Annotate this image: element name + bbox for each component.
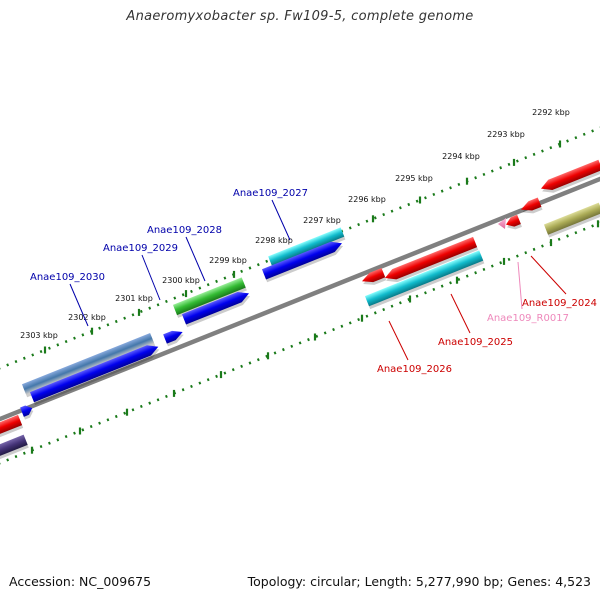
cds-reverse-2024: [521, 197, 543, 214]
ruler-tick-label: 2298 kbp: [255, 236, 293, 245]
gene-label: Anae109_2025: [438, 337, 513, 348]
cds-reverse: [0, 414, 24, 438]
feature-body: [261, 241, 342, 280]
ruler-tick-label: 2299 kbp: [209, 256, 247, 265]
ruler-tick-label: 2300 kbp: [162, 276, 200, 285]
feature-body: [0, 434, 28, 458]
gene-leader-line: [530, 255, 567, 295]
ruler-layer: 2292 kbp 2293 kbp 2294 kbp 2295 kbp 2296 kbp…: [0, 108, 600, 465]
ruler-tick-label: 2302 kbp: [68, 313, 106, 322]
ruler-tick-label: 2296 kbp: [348, 195, 386, 204]
feature-body: [163, 330, 183, 344]
cds-forward: [29, 345, 160, 406]
feature-body: [0, 414, 23, 436]
cds-forward: [163, 330, 184, 347]
feature-purple: [0, 434, 29, 460]
gene-label: Anae109_2030: [30, 272, 105, 283]
backbone-layer: [0, 176, 600, 422]
gene-leader-line: [141, 254, 161, 301]
ruler-tick-label: 2293 kbp: [487, 130, 525, 139]
gene-leader-line: [185, 236, 206, 282]
ruler-tick-label: 2301 kbp: [115, 294, 153, 303]
cds-forward: [20, 405, 34, 420]
feature-body: [364, 250, 484, 307]
feature-body: [362, 268, 386, 283]
gene-label: Anae109_R0017: [487, 313, 569, 324]
feature-body: [521, 197, 542, 211]
cds-forward: [181, 292, 251, 328]
feature-body: [181, 292, 249, 325]
accession-text: Accession: NC_009675: [9, 574, 152, 589]
feature-body: [385, 236, 478, 280]
ruler-tick-label: 2294 kbp: [442, 152, 480, 161]
feature-body: [29, 345, 159, 403]
genome-backbone: [0, 176, 600, 422]
feature-body: [543, 202, 600, 235]
ruler-tick-label: 2295 kbp: [395, 174, 433, 183]
topology-summary: Topology: circular; Length: 5,277,990 bp…: [247, 574, 591, 589]
gene-leader-line: [450, 293, 471, 334]
gene-label: Anae109_2024: [522, 298, 597, 309]
cds-reverse: [362, 268, 387, 285]
ruler-tick-label: 2292 kbp: [532, 108, 570, 117]
cds-reverse-2026: [385, 236, 479, 283]
feature-cyan-2025: [364, 250, 485, 310]
feature-green-2028: [172, 277, 247, 318]
gene-label: Anae109_2029: [103, 243, 178, 254]
feature-body: [506, 214, 521, 227]
gene-label: Anae109_2028: [147, 225, 222, 236]
gene-leader-line: [271, 199, 291, 241]
map-title: Anaeromyxobacter sp. Fw109-5, complete g…: [126, 9, 474, 24]
gene-label: Anae109_2026: [377, 364, 452, 375]
cds-reverse: [506, 214, 522, 230]
inner-scale-ring: [0, 221, 600, 465]
feature-body: [172, 277, 246, 316]
ruler-tick-label: 2297 kbp: [303, 216, 341, 225]
feature-body: [268, 227, 345, 266]
label-layer: Anae109_2030 Anae109_2029 Anae109_2028 Anae…: [30, 188, 597, 375]
gene-leader-line: [69, 283, 89, 327]
feature-body: [21, 333, 155, 395]
gene-leader-line: [388, 320, 409, 361]
gene-leader-line: [517, 261, 523, 310]
ruler-tick-label: 2303 kbp: [20, 331, 58, 340]
leader-line-layer: [69, 199, 567, 361]
feature-body: [541, 159, 600, 190]
feature-body: [20, 405, 33, 417]
cds-reverse: [541, 159, 600, 193]
cds-forward: [261, 241, 344, 283]
feature-olive: [543, 202, 600, 238]
feature-layer: [0, 159, 600, 460]
gene-label: Anae109_2027: [233, 188, 308, 199]
rna-feature-R0017: [498, 218, 506, 229]
